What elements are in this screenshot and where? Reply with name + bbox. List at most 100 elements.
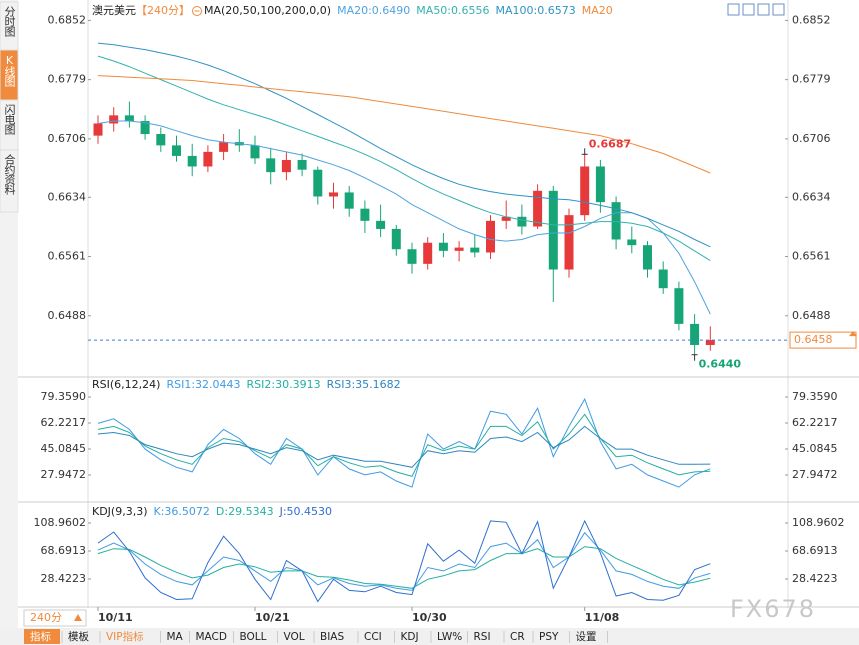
y-tick-label-right: 62.2217 <box>792 416 838 429</box>
y-tick-label: 62.2217 <box>41 416 87 429</box>
sidebar-tab[interactable] <box>0 149 19 213</box>
candle-body <box>203 151 213 167</box>
indicator-line <box>97 546 711 589</box>
toolbar-item[interactable]: LW% <box>437 631 462 643</box>
candle-body <box>501 216 511 221</box>
indicator-line <box>97 519 711 603</box>
candle-body <box>580 166 590 216</box>
legend-entry: RSI1:32.0443 <box>166 378 240 391</box>
title: KDJ(9,3,3) <box>92 505 148 518</box>
period-button[interactable]: 240分 <box>30 611 62 624</box>
toolbar-item[interactable]: RSI <box>474 631 491 643</box>
candle-body <box>376 220 386 229</box>
toolbar-item[interactable]: PSY <box>539 631 559 643</box>
icon[interactable] <box>742 3 755 16</box>
candle-body <box>517 216 527 227</box>
y-tick-label: 0.6561 <box>48 250 87 263</box>
y-tick-label-right: 0.6488 <box>792 309 831 322</box>
toolbar-item[interactable]: MACD <box>196 631 227 643</box>
legend-entry: MA50:0.6556 <box>416 4 489 17</box>
candle-body <box>313 169 323 197</box>
title: 澳元美元 <box>92 4 136 17</box>
candle-body <box>705 340 715 345</box>
candle-body <box>564 215 574 270</box>
candle-body <box>454 247 464 251</box>
legend-entry: J:50.4530 <box>279 505 332 518</box>
period-arrow <box>74 614 82 621</box>
panel-header: RSI(6,12,24) RSI1:32.0443 RSI2:30.3913 RSI3… <box>92 378 401 391</box>
candle-body <box>533 190 543 227</box>
candle-body <box>297 159 307 170</box>
toolbar-icons[interactable] <box>727 3 785 16</box>
last-price-arrow <box>849 331 857 337</box>
extreme-label: 0.6440 <box>699 358 742 371</box>
candle-body <box>611 202 621 240</box>
y-tick-label: 0.6706 <box>48 132 87 145</box>
x-tick-label: 10/11 <box>98 611 133 624</box>
candle-body <box>595 166 605 203</box>
icon[interactable] <box>757 3 770 16</box>
y-tick-label-right: 108.9602 <box>792 516 845 529</box>
legend-entry: MA20:0.6490 <box>337 4 410 17</box>
y-tick-label: 79.3590 <box>41 390 87 403</box>
toolbar-item[interactable]: BOLL <box>240 631 267 643</box>
icon[interactable] <box>772 3 785 16</box>
x-tick-label: 10/21 <box>255 611 290 624</box>
indicator-line <box>97 75 711 174</box>
candle-body <box>643 245 652 270</box>
candle-body <box>344 192 354 209</box>
extreme-label: 0.6687 <box>589 137 631 150</box>
y-tick-label-right: 0.6634 <box>792 190 831 203</box>
toolbar-item[interactable]: VOL <box>284 631 305 643</box>
sidebar-tab-label[interactable]: K线图 <box>3 54 16 88</box>
candle-body <box>124 115 134 122</box>
icon[interactable] <box>727 3 740 16</box>
sidebar-tab-label[interactable]: 分时图 <box>3 6 16 38</box>
toolbar-item[interactable]: 模板 <box>68 630 89 643</box>
toolbar-item[interactable]: BIAS <box>320 631 344 643</box>
toolbar-item[interactable]: CCI <box>364 631 382 643</box>
period-button-box[interactable] <box>23 609 87 627</box>
y-tick-label-right: 45.0845 <box>792 442 838 455</box>
candle-body <box>219 142 229 152</box>
sidebar-tab-label[interactable]: 闪电图 <box>3 103 16 136</box>
toolbar-item[interactable]: 设置 <box>576 631 597 643</box>
y-tick-label: 0.6634 <box>48 190 87 203</box>
legend-entry: RSI3:35.1682 <box>327 378 401 391</box>
y-tick-label-right: 28.4223 <box>792 572 838 585</box>
indicator-line <box>97 55 711 262</box>
candle-body <box>360 208 370 221</box>
y-tick-label-right: 79.3590 <box>792 390 838 403</box>
y-tick-label-right: 68.6913 <box>792 544 838 557</box>
candle-body <box>187 155 197 167</box>
toolbar-item[interactable]: 指标 <box>30 630 51 643</box>
legend-entry: MA20 <box>582 4 613 17</box>
y-tick-label: 108.9602 <box>34 516 87 529</box>
candle-body <box>281 159 291 173</box>
watermark: FX678 <box>730 595 816 623</box>
indicator-line <box>97 425 711 468</box>
legend-entry: K:36.5072 <box>154 505 210 518</box>
y-tick-label: 28.4223 <box>41 572 87 585</box>
subtitle: 【240分】 <box>136 4 190 17</box>
candle-body <box>266 158 276 173</box>
candle-body <box>690 323 700 345</box>
y-tick-label: 0.6852 <box>48 13 87 26</box>
y-tick-label-right: 0.6852 <box>792 13 831 26</box>
collapse-icon[interactable] <box>192 6 202 16</box>
toolbar-item[interactable]: KDJ <box>401 631 419 643</box>
x-tick-label: 11/08 <box>585 611 620 624</box>
candle-body <box>423 242 433 264</box>
y-tick-label: 0.6488 <box>48 309 87 322</box>
toolbar-item[interactable]: MA <box>167 631 184 643</box>
candle-body <box>93 123 103 136</box>
toolbar-item[interactable]: CR <box>510 631 525 643</box>
indicator-line <box>97 397 711 488</box>
legend-entry: RSI2:30.3913 <box>247 378 321 391</box>
sidebar-tab-label[interactable]: 合约资料 <box>3 153 16 196</box>
toolbar-active[interactable] <box>24 629 60 644</box>
toolbar-item[interactable]: VIP指标 <box>106 630 144 643</box>
bottom-toolbar <box>0 628 859 645</box>
indicator-line <box>97 413 711 477</box>
y-tick-label: 27.9472 <box>41 468 87 481</box>
